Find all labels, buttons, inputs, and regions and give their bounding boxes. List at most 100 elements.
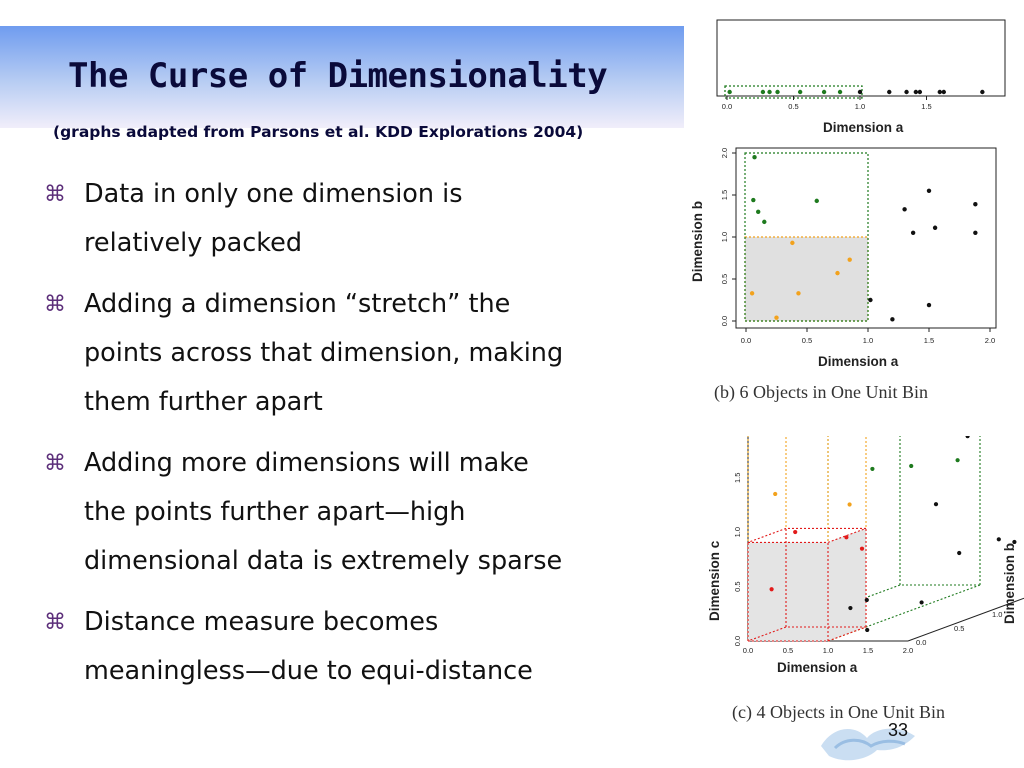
x-axis-title: Dimension a <box>818 354 899 369</box>
data-point <box>933 502 939 507</box>
data-point <box>835 270 840 276</box>
unit-bin <box>744 152 869 322</box>
red-bin-face <box>828 528 866 641</box>
x-tick-label: 1.5 <box>924 336 934 345</box>
data-point <box>727 89 732 95</box>
page-number: 33 <box>888 720 909 740</box>
data-point <box>760 89 766 95</box>
data-point <box>937 89 942 95</box>
data-point <box>910 230 916 235</box>
bullet-text: points across that dimension, making <box>84 338 564 368</box>
x-tick-label: 1.5 <box>921 102 931 111</box>
data-point <box>887 89 892 95</box>
data-point <box>865 627 870 633</box>
z-tick-label: 0.5 <box>733 581 742 591</box>
z-tick-label: 0.0 <box>733 636 742 646</box>
y-axis-title: Dimension b <box>690 201 705 282</box>
axis-line <box>907 597 1024 642</box>
data-point <box>913 89 919 95</box>
x-axis-title: Dimension a <box>777 660 858 675</box>
command-key-icon: ⌘ <box>44 610 66 635</box>
data-point <box>926 302 932 308</box>
x-tick-label: 1.0 <box>823 646 833 655</box>
data-point <box>752 155 757 160</box>
x-tick-label: 1.0 <box>863 336 873 345</box>
data-point <box>775 89 780 95</box>
y-tick-label: 2.0 <box>720 148 729 158</box>
data-point <box>814 198 819 204</box>
red-bin-face <box>748 542 828 641</box>
z-tick-label: 1.0 <box>733 527 742 537</box>
x-tick-label: 0.0 <box>722 102 732 111</box>
chart-3d: 0.00.51.01.52.00.00.51.01.52.00.00.51.01… <box>707 436 1024 723</box>
data-point <box>926 188 932 193</box>
y-tick-label: 0.0 <box>916 638 926 647</box>
data-point <box>774 315 779 320</box>
x-tick-label: 0.5 <box>802 336 812 345</box>
data-point <box>941 89 946 95</box>
slide-subtitle: (graphs adapted from Parsons et al. KDD … <box>53 123 584 141</box>
data-point <box>751 197 756 203</box>
bullet-text: the points further apart—high <box>84 497 466 527</box>
data-point <box>868 297 873 303</box>
data-point <box>837 89 843 95</box>
command-key-icon: ⌘ <box>44 292 66 317</box>
data-point <box>965 436 970 439</box>
y-tick-label: 1.5 <box>720 190 729 200</box>
watermark-graphic <box>821 728 915 761</box>
z-axis-title: Dimension c <box>707 540 722 621</box>
data-point <box>767 89 772 95</box>
red-bin-edge <box>747 626 787 642</box>
data-point <box>904 89 909 95</box>
data-point <box>909 463 914 469</box>
data-point <box>973 202 978 207</box>
unit-bin <box>744 236 869 322</box>
x-tick-label: 0.0 <box>741 336 751 345</box>
data-point <box>762 219 767 225</box>
data-point <box>857 89 863 95</box>
y-tick-label: 0.5 <box>954 624 964 633</box>
bullet-list: ⌘ Data in only one dimension is relatively… <box>44 170 674 708</box>
x-tick-label: 2.0 <box>985 336 995 345</box>
bullet-text: Adding a dimension “stretch” the <box>84 289 511 319</box>
data-point <box>919 600 924 605</box>
data-point <box>955 458 960 463</box>
chart-caption: (b) 6 Objects in One Unit Bin <box>714 382 928 403</box>
data-point <box>797 89 803 95</box>
bullet-item: ⌘ Distance measure becomes meaningless—due… <box>44 598 674 696</box>
x-tick-label: 1.0 <box>855 102 865 111</box>
chart-2d: 0.0 0.5 1.0 1.5 2.0 0.0 0.5 1.0 1.5 2.0 Dimension… <box>690 147 997 403</box>
bullet-text: Data in only one dimension is <box>84 179 463 209</box>
bullet-text: dimensional data is extremely sparse <box>84 546 563 576</box>
x-tick-label: 0.5 <box>783 646 793 655</box>
y-axis-title: Dimension b <box>1002 543 1017 624</box>
y-tick-label: 0.5 <box>720 274 729 284</box>
y-tick-label: 0.0 <box>720 316 729 326</box>
bullet-text: meaningless—due to equi-distance <box>84 656 533 686</box>
y-tick-label: 1.0 <box>992 610 1002 619</box>
bullet-item: ⌘ Data in only one dimension is relatively… <box>44 170 674 268</box>
data-point <box>957 550 962 556</box>
slide-title: The Curse of Dimensionality <box>68 56 608 96</box>
bullet-text: Distance measure becomes <box>84 607 439 637</box>
data-point <box>796 291 801 296</box>
z-tick-label: 1.5 <box>733 473 742 483</box>
data-point <box>844 535 849 540</box>
data-point <box>847 257 852 262</box>
data-point <box>932 225 938 230</box>
data-point <box>917 89 923 95</box>
green-bin-edge <box>827 584 981 642</box>
chart-1d: 0.0 0.5 1.0 1.5 Dimension a <box>716 19 1006 135</box>
data-point <box>902 207 907 212</box>
x-axis-title: Dimension a <box>823 120 904 135</box>
x-tick-label: 0.5 <box>788 102 798 111</box>
data-point <box>756 209 761 214</box>
x-tick-label: 2.0 <box>903 646 913 655</box>
command-key-icon: ⌘ <box>44 451 66 476</box>
bullet-item: ⌘ Adding more dimensions will make the poi… <box>44 439 674 586</box>
data-point <box>793 529 798 535</box>
red-bin-edge <box>747 527 787 543</box>
data-point <box>821 89 827 95</box>
red-bin-edge <box>827 626 867 642</box>
data-point <box>790 240 795 246</box>
